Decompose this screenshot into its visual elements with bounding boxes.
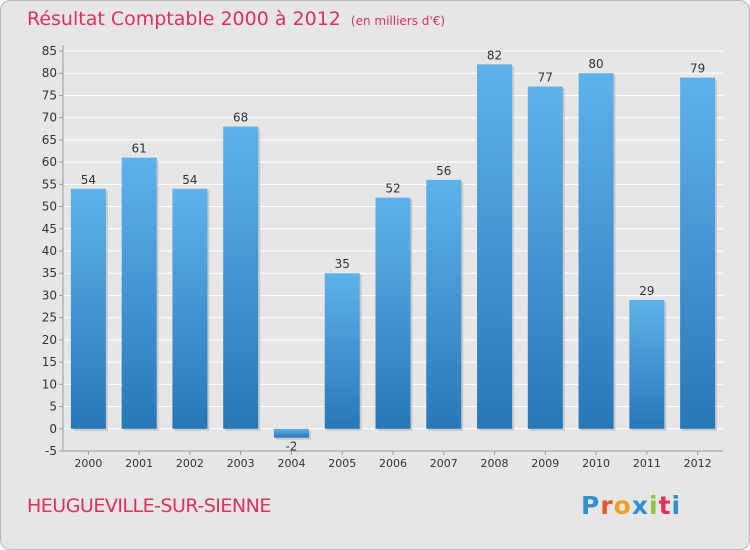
chart-unit: (en milliers d'€): [350, 14, 446, 28]
logo-letter: o: [613, 491, 632, 520]
data-label: 54: [81, 173, 96, 187]
y-tick-label: 80: [42, 66, 57, 80]
bar: [375, 197, 411, 429]
logo-letter: P: [581, 491, 601, 520]
y-tick-label: 85: [42, 44, 57, 58]
y-tick-label: 0: [49, 422, 57, 436]
y-tick-label: 40: [42, 244, 57, 258]
proxiti-logo: Proxiti: [581, 491, 681, 520]
y-tick-label: 5: [49, 400, 57, 414]
y-tick-label: 30: [42, 288, 57, 302]
x-tick-label: 2006: [379, 457, 407, 470]
logo-letter: x: [631, 491, 649, 520]
chart-title: Résultat Comptable 2000 à 2012 (en millie…: [27, 8, 445, 30]
data-label: 82: [487, 48, 502, 62]
bar: [223, 126, 259, 429]
data-label: 68: [233, 111, 248, 125]
x-tick-label: 2012: [684, 457, 712, 470]
bar: [629, 299, 665, 429]
bar: [477, 64, 513, 429]
logo-letter: t: [658, 491, 672, 520]
x-tick-label: 2008: [481, 457, 509, 470]
bar: [70, 188, 106, 429]
bar: [324, 273, 360, 429]
data-label: 61: [132, 142, 147, 156]
x-tick-label: 2005: [328, 457, 356, 470]
y-tick-label: 55: [42, 177, 57, 191]
x-tick-label: 2001: [125, 457, 153, 470]
data-label: 35: [335, 257, 350, 271]
x-tick-label: 2003: [227, 457, 255, 470]
data-label: 79: [690, 62, 705, 76]
data-label: 52: [385, 182, 400, 196]
y-tick-label: 75: [42, 88, 57, 102]
bar: [578, 73, 614, 429]
x-tick-label: 2011: [633, 457, 661, 470]
bar: [121, 157, 157, 429]
bar: [680, 77, 716, 429]
bar: [426, 179, 462, 429]
x-tick-label: 2009: [531, 457, 559, 470]
bars: [70, 64, 718, 440]
data-label: 54: [182, 173, 197, 187]
logo-letter: i: [671, 491, 682, 520]
x-tick-label: 2007: [430, 457, 458, 470]
x-tick-label: 2010: [582, 457, 610, 470]
x-tick-label: 2000: [74, 457, 102, 470]
commune-name: HEUGUEVILLE-SUR-SIENNE: [27, 495, 271, 517]
chart-title-text: Résultat Comptable 2000 à 2012: [27, 8, 341, 30]
bar: [273, 428, 309, 438]
data-label: 80: [588, 57, 603, 71]
data-label: -2: [285, 440, 297, 454]
y-tick-label: 25: [42, 311, 57, 325]
y-tick-label: 10: [42, 377, 57, 391]
data-label: 56: [436, 164, 451, 178]
axes: -5 0 5 10 15 20 25 30 35 40 45 50 55 60 65 70 75 80 85 2000…: [42, 44, 723, 470]
y-tick-label: 20: [42, 333, 57, 347]
x-tick-label: 2004: [277, 457, 305, 470]
x-tick-label: 2002: [176, 457, 204, 470]
data-label: 77: [538, 71, 553, 85]
y-tick-label: 45: [42, 222, 57, 236]
y-tick-label: 70: [42, 111, 57, 125]
bar: [172, 188, 208, 429]
y-tick-label: 35: [42, 266, 57, 280]
y-tick-label: 60: [42, 155, 57, 169]
data-label: 29: [639, 284, 654, 298]
logo-letter: r: [600, 491, 614, 520]
y-tick-label: 65: [42, 133, 57, 147]
logo-letter: i: [649, 491, 659, 520]
bar: [527, 86, 563, 429]
y-tick-label: -5: [45, 444, 57, 458]
y-tick-label: 50: [42, 200, 57, 214]
data-labels: 54 61 54 68 -2 35 52 56 82 77 80 29 79: [81, 48, 706, 453]
y-tick-label: 15: [42, 355, 57, 369]
